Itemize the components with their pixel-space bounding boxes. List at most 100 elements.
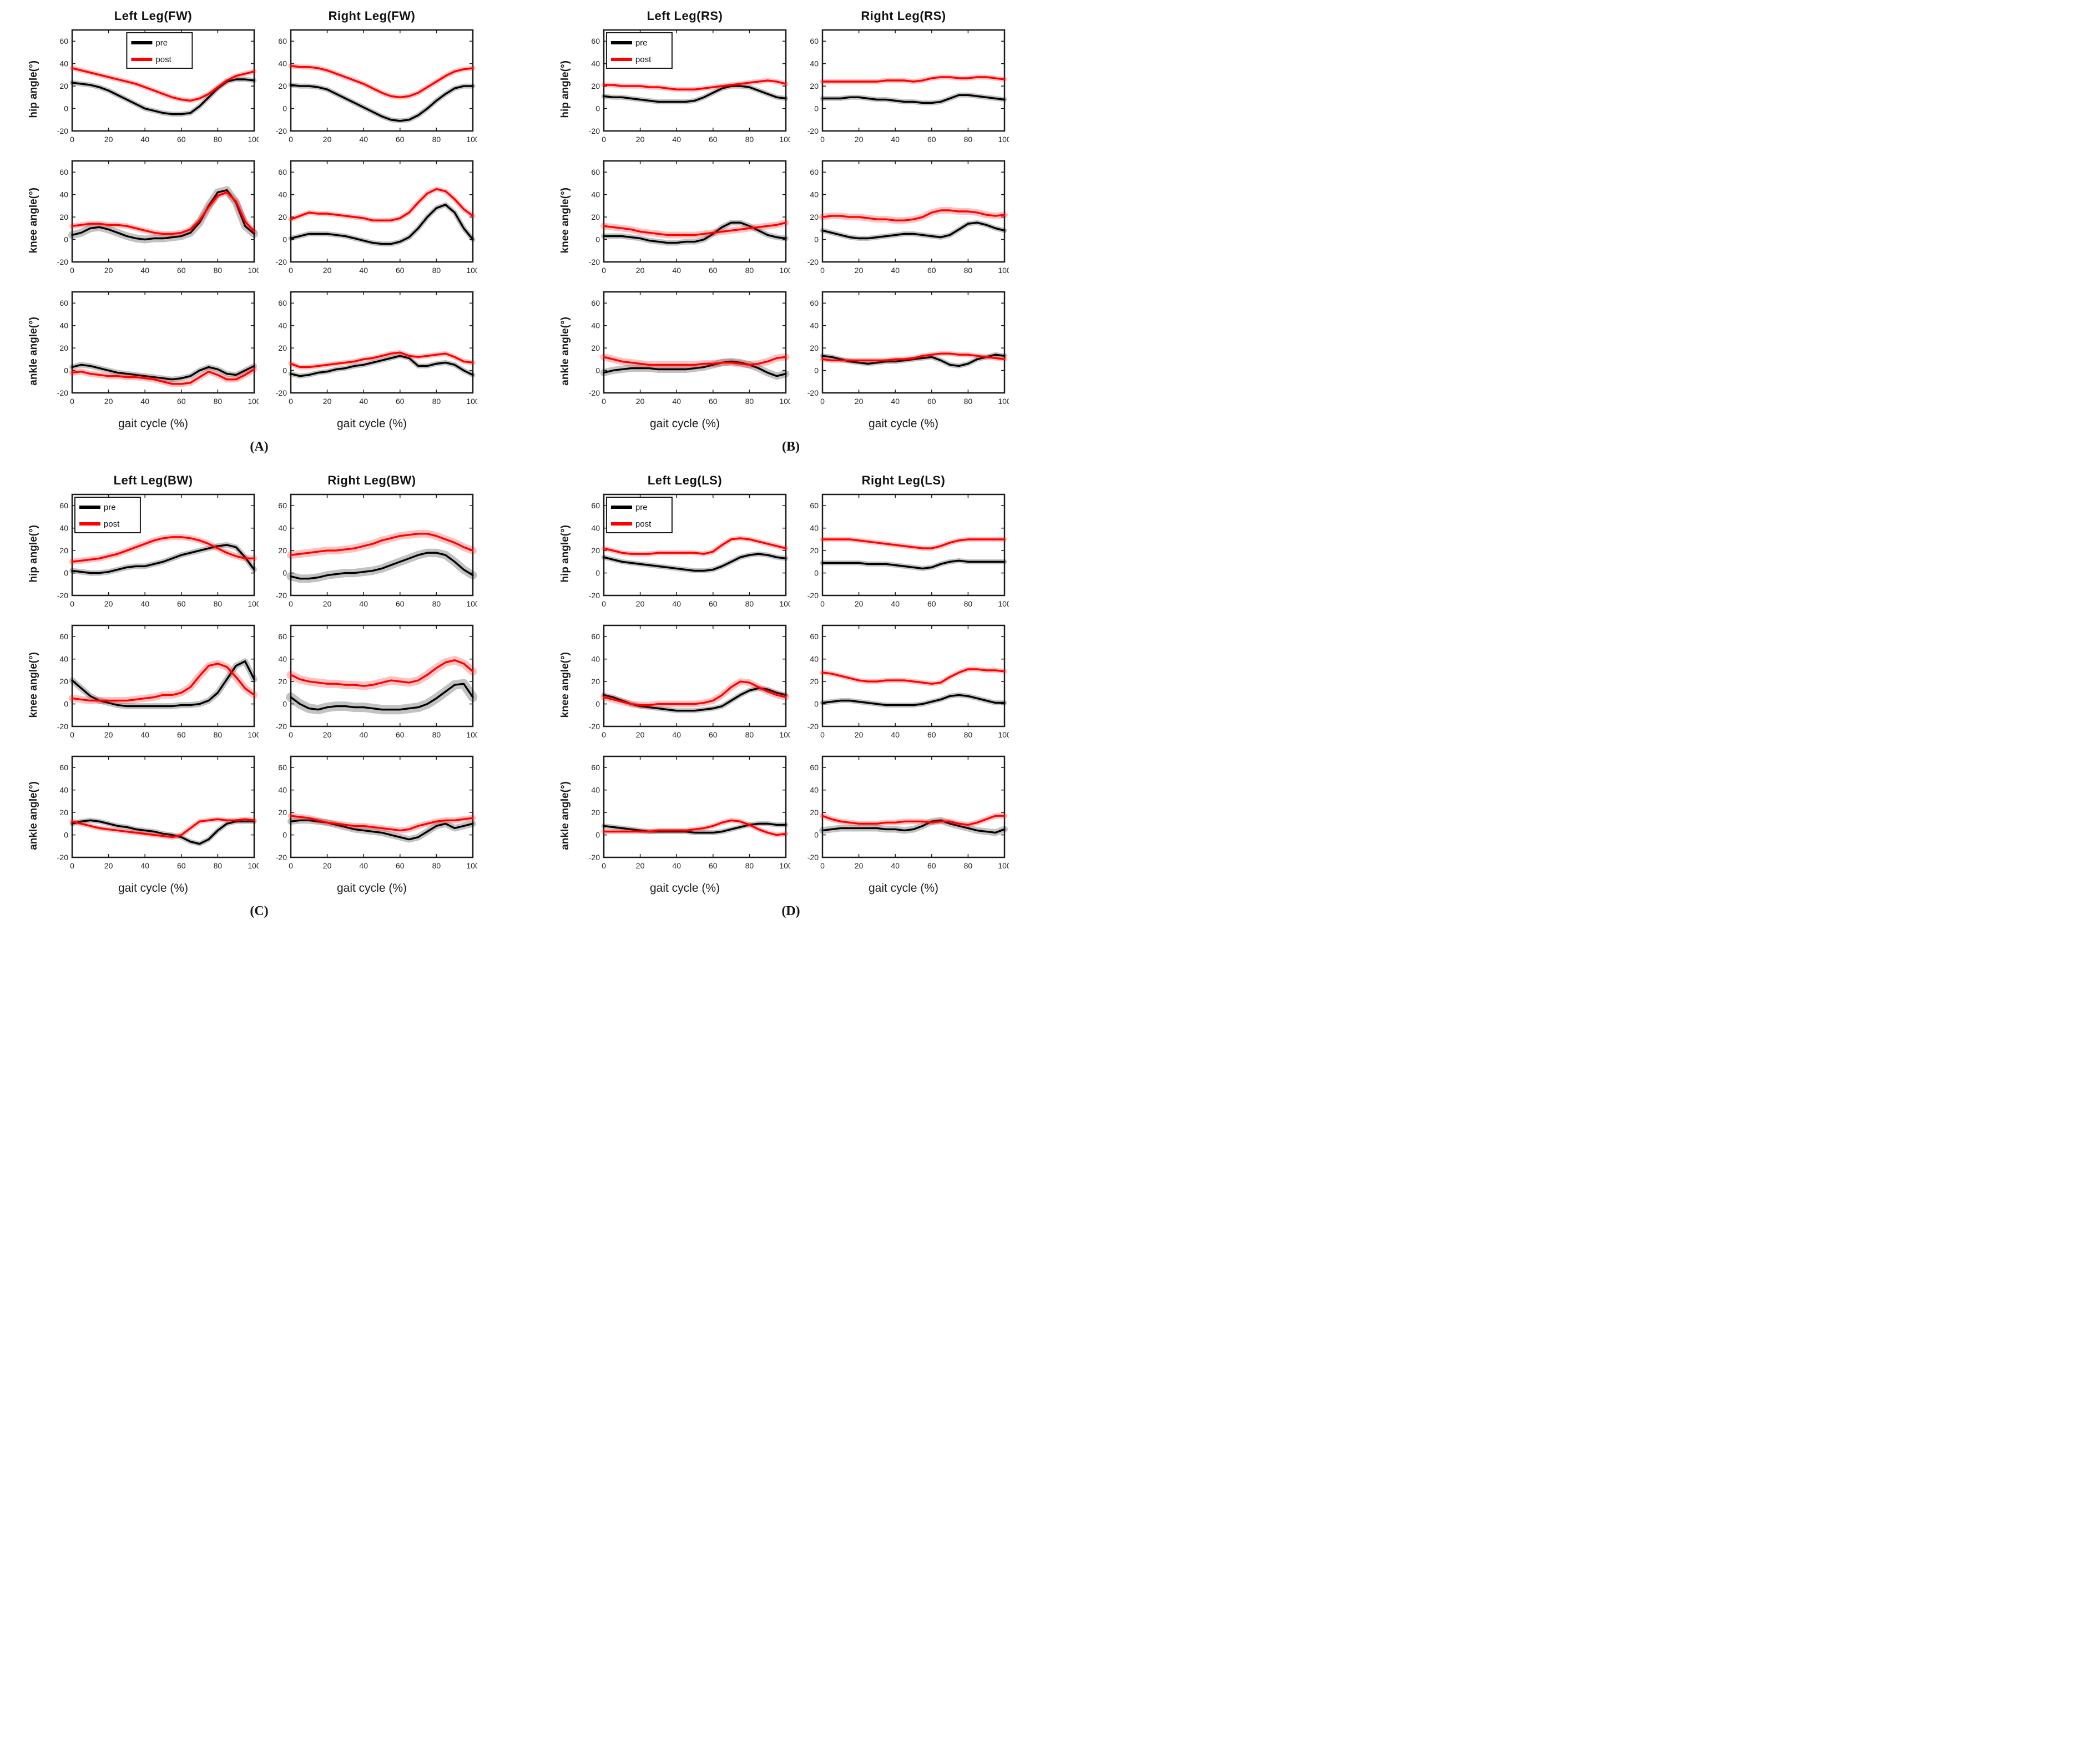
svg-text:20: 20 [636, 266, 645, 275]
gait-cycle-axis-label: gait cycle (%) [336, 882, 407, 895]
svg-text:60: 60 [278, 501, 287, 510]
svg-text:60: 60 [709, 266, 718, 275]
svg-text:40: 40 [891, 135, 900, 144]
svg-text:20: 20 [104, 397, 113, 406]
svg-text:20: 20 [59, 82, 68, 90]
svg-text:60: 60 [810, 299, 819, 307]
svg-text:60: 60 [177, 730, 186, 739]
svg-text:60: 60 [927, 135, 936, 144]
svg-text:0: 0 [64, 569, 68, 578]
panel-d-left-title: Left Leg(LS) [647, 473, 723, 487]
svg-text:80: 80 [745, 861, 754, 870]
svg-text:-20: -20 [276, 853, 287, 862]
svg-text:0: 0 [64, 831, 68, 840]
svg-text:60: 60 [177, 266, 186, 275]
svg-text:60: 60 [396, 266, 405, 275]
svg-text:0: 0 [602, 861, 606, 870]
svg-text:-20: -20 [807, 388, 819, 397]
panel-c: Left Leg(BW) Right Leg(BW) hip angle(°) … [20, 471, 498, 919]
ankle-angle-axis-label: ankle angle(°) [28, 317, 39, 386]
svg-text:40: 40 [359, 730, 368, 739]
svg-text:60: 60 [709, 397, 718, 406]
svg-text:80: 80 [432, 730, 441, 739]
svg-text:0: 0 [602, 397, 606, 406]
figure-grid: Left Leg(FW) Right Leg(FW) hip angle(°) … [0, 0, 1050, 932]
svg-text:20: 20 [591, 808, 600, 817]
svg-text:20: 20 [104, 730, 113, 739]
svg-text:pre: pre [155, 38, 168, 48]
ankle-angle-axis-label: ankle angle(°) [559, 317, 571, 386]
panel-a-letter: (A) [250, 440, 269, 454]
svg-text:40: 40 [278, 321, 287, 330]
hip-angle-axis-label: hip angle(°) [28, 60, 39, 118]
svg-text:post: post [104, 519, 120, 529]
svg-text:0: 0 [602, 599, 606, 608]
svg-text:40: 40 [359, 861, 368, 870]
svg-text:-20: -20 [57, 591, 68, 600]
svg-text:60: 60 [810, 168, 819, 176]
svg-text:-20: -20 [589, 388, 600, 397]
svg-text:100: 100 [248, 266, 259, 275]
svg-text:20: 20 [323, 397, 332, 406]
svg-text:-20: -20 [589, 853, 600, 862]
svg-text:60: 60 [177, 397, 186, 406]
hip-angle-axis-label: hip angle(°) [559, 60, 571, 118]
svg-text:0: 0 [602, 135, 606, 144]
panel-d-letter: (D) [781, 904, 800, 918]
svg-text:0: 0 [70, 861, 74, 870]
svg-text:0: 0 [595, 235, 600, 244]
svg-text:20: 20 [278, 343, 287, 352]
svg-text:100: 100 [466, 397, 477, 406]
svg-text:-20: -20 [589, 591, 600, 600]
svg-text:20: 20 [59, 546, 68, 555]
svg-text:40: 40 [359, 599, 368, 608]
svg-text:40: 40 [891, 861, 900, 870]
svg-text:40: 40 [810, 321, 819, 330]
svg-text:40: 40 [278, 786, 287, 795]
svg-text:100: 100 [466, 599, 477, 608]
svg-text:60: 60 [591, 299, 600, 307]
panel-c-right-title: Right Leg(BW) [327, 473, 416, 487]
svg-text:60: 60 [591, 632, 600, 641]
hip-angle-axis-label: hip angle(°) [559, 525, 571, 583]
svg-text:40: 40 [672, 730, 681, 739]
svg-text:40: 40 [672, 861, 681, 870]
svg-text:80: 80 [214, 861, 223, 870]
svg-text:20: 20 [810, 82, 819, 90]
svg-text:20: 20 [278, 82, 287, 90]
svg-text:20: 20 [104, 861, 113, 870]
svg-text:40: 40 [278, 190, 287, 199]
svg-text:post: post [155, 55, 171, 64]
svg-text:0: 0 [814, 700, 819, 709]
svg-text:20: 20 [855, 397, 864, 406]
svg-text:0: 0 [595, 831, 600, 840]
svg-text:20: 20 [855, 266, 864, 275]
svg-text:20: 20 [591, 82, 600, 90]
svg-text:40: 40 [591, 524, 600, 533]
svg-text:40: 40 [140, 861, 149, 870]
svg-text:20: 20 [591, 343, 600, 352]
gait-cycle-axis-label: gait cycle (%) [649, 417, 720, 430]
svg-text:0: 0 [814, 831, 819, 840]
svg-text:0: 0 [289, 730, 293, 739]
svg-text:0: 0 [814, 235, 819, 244]
svg-text:20: 20 [591, 677, 600, 686]
svg-text:40: 40 [140, 135, 149, 144]
svg-text:20: 20 [59, 677, 68, 686]
svg-text:0: 0 [820, 135, 825, 144]
svg-text:-20: -20 [57, 388, 68, 397]
svg-text:20: 20 [323, 861, 332, 870]
svg-text:0: 0 [282, 831, 287, 840]
svg-text:-20: -20 [276, 388, 287, 397]
svg-text:40: 40 [59, 190, 68, 199]
